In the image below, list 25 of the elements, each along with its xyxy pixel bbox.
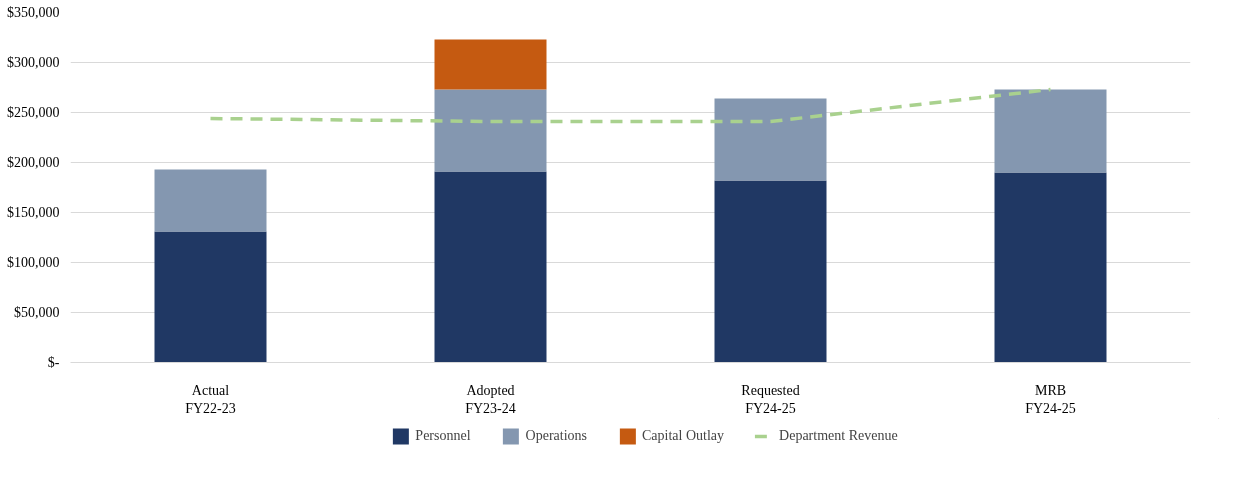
bar [994, 172, 1107, 363]
bar [434, 39, 547, 90]
legend-label: Operations [525, 428, 588, 444]
y-tick-label: $100,000 [7, 255, 60, 270]
bar [714, 98, 827, 181]
x-tick-label: Requested FY24-25 [741, 382, 800, 416]
bar [434, 171, 547, 363]
y-tick-label: $- [47, 355, 60, 370]
y-tick-label: $250,000 [7, 105, 60, 120]
legend-label: Personnel [415, 428, 471, 444]
legend-label: Department Revenue [779, 428, 898, 444]
y-tick-label: $200,000 [7, 155, 60, 170]
y-tick-label: $150,000 [7, 205, 60, 220]
bar [154, 231, 267, 363]
bar [714, 180, 827, 363]
y-tick-label: $350,000 [7, 5, 60, 20]
legend-label: Capital Outlay [642, 428, 725, 444]
x-tick-label: Actual FY22-23 [185, 382, 236, 416]
x-tick-label: MRB FY24-25 [1025, 382, 1076, 416]
bar [994, 89, 1107, 173]
bar [434, 89, 547, 172]
y-tick-label: $300,000 [7, 55, 60, 70]
x-tick-label: Adopted FY23-24 [465, 382, 516, 416]
bar [154, 169, 267, 232]
y-tick-label: $50,000 [14, 305, 60, 320]
